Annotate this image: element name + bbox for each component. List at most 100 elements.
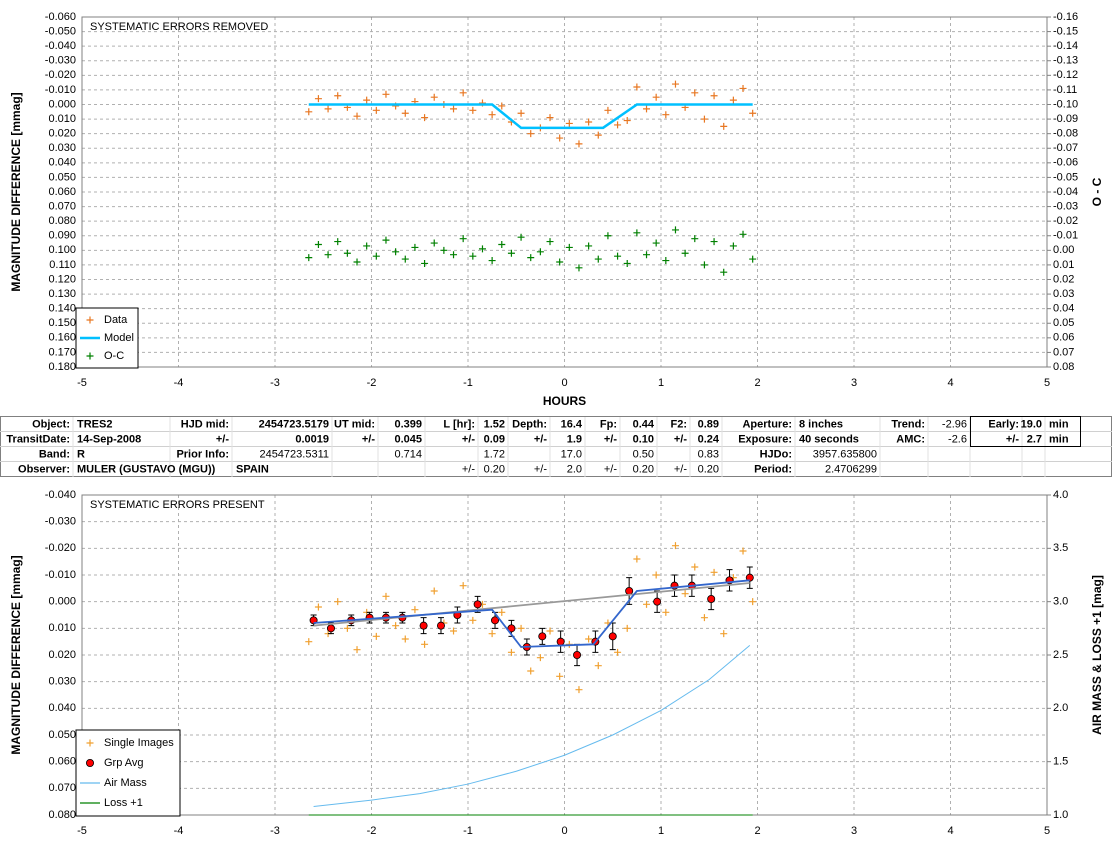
x-tick-label: 2 (754, 825, 760, 837)
data-point (334, 598, 342, 606)
y2-tick-label: 1.5 (1053, 756, 1068, 768)
table-label: L [hr]: (443, 418, 475, 430)
data-point (411, 243, 419, 251)
y2-tick-label: -0.10 (1053, 98, 1078, 110)
data-point (643, 105, 651, 113)
data-point (700, 614, 708, 622)
data-point (517, 109, 525, 117)
table-label: Prior Info: (176, 448, 229, 460)
y-tick-label: 0.160 (48, 332, 76, 344)
data-point (662, 257, 670, 265)
data-point (305, 638, 313, 646)
data-point (739, 230, 747, 238)
data-point (459, 582, 467, 590)
table-value: 0.20 (484, 463, 505, 475)
x-tick-label: -4 (174, 377, 184, 389)
y2-tick-label: 0.02 (1053, 273, 1074, 285)
y2-tick-label: 3.0 (1053, 596, 1068, 608)
y-tick-label: -0.010 (45, 569, 76, 581)
y2-tick-label: 3.5 (1053, 542, 1068, 554)
data-point (488, 257, 496, 265)
data-point (691, 89, 699, 97)
y2-axis-title: AIR MASS & LOSS +1 [mag] (1090, 575, 1104, 735)
data-point (623, 259, 631, 267)
data-point (643, 251, 651, 259)
table-value: 2.7 (1027, 433, 1042, 445)
data-point (343, 249, 351, 257)
y-tick-label: 0.060 (48, 186, 76, 198)
data-point (700, 261, 708, 269)
table-value: 0.09 (484, 433, 505, 445)
data-point (314, 241, 322, 248)
table-label: +/- (534, 463, 547, 475)
table-label: F2: (671, 418, 688, 430)
data-point (681, 249, 689, 257)
data-point (623, 624, 631, 632)
data-point (720, 122, 728, 130)
data-point (498, 241, 506, 248)
legend-label: Grp Avg (104, 757, 144, 769)
data-point (459, 235, 467, 243)
y2-tick-label: -0.16 (1053, 11, 1078, 23)
table-label: Depth: (512, 418, 547, 430)
y-tick-label: 0.000 (48, 596, 76, 608)
data-point (324, 251, 332, 259)
data-point (334, 92, 342, 100)
data-point (729, 242, 737, 250)
x-tick-label: -5 (77, 825, 87, 837)
y2-tick-label: -0.15 (1053, 25, 1078, 37)
y-tick-label: 0.110 (49, 259, 76, 271)
series-line (308, 103, 753, 130)
table-value: 17.0 (561, 448, 582, 460)
data-point (652, 571, 660, 579)
data-point (585, 118, 593, 126)
data-point (491, 616, 500, 625)
table-label: +/- (674, 463, 687, 475)
table-value: 2454723.5311 (259, 448, 329, 460)
y-tick-label: -0.040 (45, 40, 76, 52)
y2-tick-label: 4.0 (1053, 489, 1068, 501)
y2-tick-label: -0.06 (1053, 157, 1078, 169)
annotation: SYSTEMATIC ERRORS PRESENT (90, 499, 265, 511)
data-point (556, 672, 564, 680)
y2-tick-label: 0.08 (1053, 361, 1074, 373)
y2-tick-label: 0.00 (1053, 244, 1074, 256)
y-tick-label: 0.030 (48, 142, 76, 154)
y2-tick-label: -0.09 (1053, 113, 1078, 125)
data-point (473, 600, 482, 609)
data-point (382, 236, 390, 244)
y-tick-label: 0.040 (48, 157, 76, 169)
data-point (527, 254, 535, 262)
data-point (652, 93, 660, 101)
x-tick-label: -3 (270, 825, 280, 837)
data-point (363, 242, 371, 250)
data-point (334, 238, 342, 246)
data-point (363, 96, 371, 104)
legend-label: Loss +1 (104, 797, 143, 809)
y-tick-label: 0.040 (48, 702, 76, 714)
y-tick-label: 0.080 (48, 215, 76, 227)
y-tick-label: 0.010 (48, 113, 76, 125)
table-value: min (1049, 418, 1069, 430)
x-tick-label: -4 (174, 825, 184, 837)
plot-border (81, 16, 1048, 368)
table-label: Band: (39, 448, 70, 460)
x-tick-label: -3 (270, 377, 280, 389)
data-point (575, 264, 583, 272)
table-value: 8 inches (799, 418, 843, 430)
data-point (392, 622, 400, 630)
table-label: +/- (1006, 433, 1019, 445)
data-point (681, 590, 689, 598)
data-point (594, 662, 602, 670)
data-point (546, 114, 554, 122)
data-point (691, 563, 699, 571)
table-value: -2.96 (942, 418, 967, 430)
table-value: 14-Sep-2008 (77, 433, 141, 445)
x-tick-label: 0 (561, 825, 567, 837)
y2-tick-label: 0.05 (1053, 317, 1074, 329)
table-label: +/- (362, 433, 375, 445)
y-tick-label: 0.000 (48, 98, 76, 110)
table-value: 0.20 (698, 463, 719, 475)
table-value: 0.20 (633, 463, 654, 475)
